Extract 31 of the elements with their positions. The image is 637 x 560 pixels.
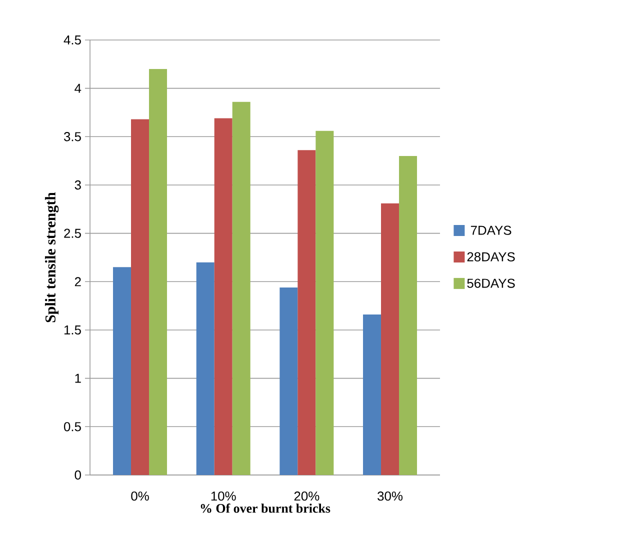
bar xyxy=(363,314,382,475)
y-axis-title: Split tensile strength xyxy=(44,192,59,322)
x-tick-label: 0% xyxy=(131,492,149,501)
x-tick-label: 20% xyxy=(294,492,320,501)
bar xyxy=(316,130,334,475)
legend-label: 28DAYS xyxy=(467,252,515,262)
y-tick-label: 2 xyxy=(74,277,81,286)
y-tick-label: 3.5 xyxy=(64,132,81,142)
y-tick-label: 1 xyxy=(75,374,81,383)
legend-label: 56DAYS xyxy=(467,278,515,288)
bar xyxy=(298,150,316,475)
y-tick-label: 4 xyxy=(74,84,82,93)
y-tick-label: 1.5 xyxy=(64,325,81,334)
bar xyxy=(196,262,214,475)
bar xyxy=(149,68,168,475)
bar xyxy=(381,203,400,475)
x-tick-label: 10% xyxy=(211,492,236,501)
y-tick-label: 2.5 xyxy=(64,228,81,238)
bar xyxy=(131,119,150,475)
x-axis-title: % Of over burnt bricks xyxy=(200,504,330,513)
bar xyxy=(214,118,232,475)
y-tick-label: 0.5 xyxy=(64,422,81,432)
y-tick-label: 3 xyxy=(74,180,81,190)
bar xyxy=(399,156,418,475)
y-tick-label: 0 xyxy=(74,470,81,480)
y-tick-label: 4.5 xyxy=(64,35,81,44)
bar xyxy=(280,287,298,475)
bar xyxy=(113,267,132,475)
x-tick-label: 30% xyxy=(378,492,403,501)
bar xyxy=(232,102,250,475)
legend-label: 7DAYS xyxy=(470,226,512,235)
